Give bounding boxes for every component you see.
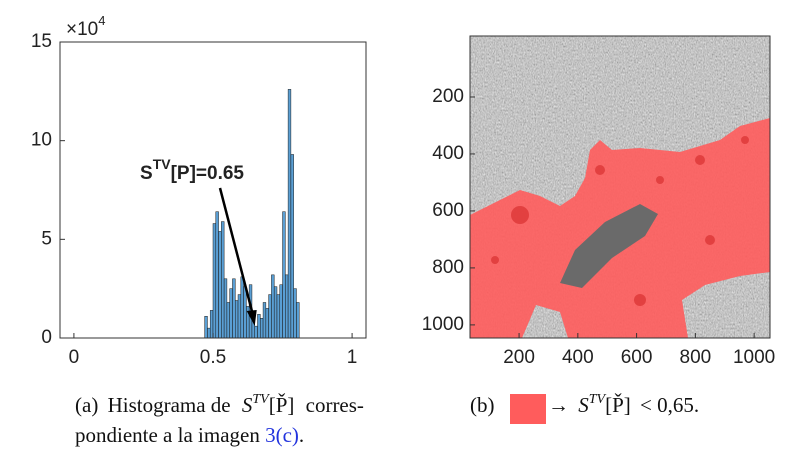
y-tick-label: 200 [432, 86, 464, 107]
exponent-base: ×10 [66, 19, 98, 40]
caption-text: pondiente a la imagen [75, 423, 260, 447]
bar [229, 288, 233, 339]
bar [257, 314, 261, 339]
bar [226, 302, 230, 339]
bar [260, 318, 264, 339]
caption-text: corres- [306, 393, 364, 417]
image [470, 36, 770, 338]
bar [232, 278, 236, 339]
x-tick-label: 1000 [733, 347, 775, 368]
bar [271, 274, 275, 339]
axis-exponent: ×104 [66, 13, 105, 40]
caption-ref[interactable]: 3(c) [265, 423, 299, 447]
axes-box [469, 35, 771, 339]
overlay-texture [741, 136, 749, 144]
x-tick-label: 400 [562, 347, 594, 368]
y-tick-label: 0 [41, 327, 52, 348]
bar [223, 278, 228, 339]
bar [254, 325, 258, 339]
overlay-texture [634, 294, 646, 306]
overlay-texture [511, 206, 529, 224]
caption-sup: TV [252, 392, 270, 407]
caption-b-label: (b) [470, 393, 495, 417]
bar [285, 274, 289, 339]
x-tick-label: 0.5 [200, 347, 226, 368]
caption-math: S [578, 393, 589, 417]
y-tick-label: 400 [432, 143, 464, 164]
y-tick-label: 600 [432, 200, 464, 221]
caption-sup: TV [589, 392, 607, 407]
bar [268, 294, 272, 339]
x-tick-label: 0 [69, 347, 80, 368]
caption-math: [P̌] [605, 393, 631, 417]
y-tick-label: 800 [432, 257, 464, 278]
x-tick-label: 600 [621, 347, 653, 368]
bar [282, 211, 286, 339]
bar [212, 223, 217, 339]
annotation: STV[P]=0.65 [140, 156, 244, 184]
caption-a-line1: (a) Histograma de STV[P̌] corres- [75, 392, 364, 417]
overlay-texture [656, 176, 664, 184]
caption-text: . [299, 423, 304, 447]
exponent-power: 4 [98, 13, 105, 28]
arrow-head [246, 310, 257, 326]
bar [279, 284, 283, 339]
bar [287, 89, 292, 339]
caption-label: (a) [75, 393, 98, 417]
annotation-rest: [P]=0.65 [171, 163, 245, 184]
caption-text: < 0,65. [640, 393, 699, 417]
annotation-arrow [218, 187, 255, 319]
overlay-texture [595, 165, 605, 175]
bar [207, 327, 211, 339]
y-tick-label: 5 [41, 228, 52, 249]
bar [290, 154, 294, 339]
bar [221, 221, 225, 339]
overlay-texture [695, 155, 705, 165]
y-tick-label: 10 [31, 130, 52, 151]
legend-swatch [510, 394, 546, 424]
bar [265, 308, 269, 339]
bar [293, 288, 297, 339]
bar [262, 302, 267, 339]
y-tick-label: 15 [31, 31, 52, 52]
bar [243, 286, 247, 339]
overlay-texture [705, 235, 715, 245]
image-axes: 200 400 600 800 1000 200 400 600 800 1000 [422, 35, 775, 368]
caption-a-line2: pondiente a la imagen 3(c). [75, 423, 304, 447]
bar [276, 294, 281, 339]
bar [235, 300, 239, 339]
bar [215, 211, 219, 339]
x-tick-label: 200 [503, 347, 535, 368]
bar [296, 302, 300, 339]
y-tick-label: 1000 [422, 314, 464, 335]
x-tick-label: 800 [680, 347, 712, 368]
annotation-main: S [140, 163, 153, 184]
caption-math: S [242, 393, 253, 417]
caption-b: → STV[P̌] < 0,65. [548, 392, 699, 417]
bar [273, 286, 278, 339]
caption-math: [P̌] [269, 393, 295, 417]
bar [204, 316, 208, 339]
histogram-axes: 0 5 10 15 0 0.5 1 ×104 STV[P]=0.65 [31, 13, 367, 368]
image-island [560, 204, 658, 288]
bar [237, 294, 242, 339]
caption-arrow: → [548, 393, 569, 417]
overlay-texture [491, 256, 499, 264]
caption-text: Histograma de [108, 393, 231, 417]
bar [240, 276, 244, 339]
bar [218, 231, 222, 339]
x-tick-label: 1 [347, 347, 358, 368]
annotation-sup: TV [153, 156, 172, 172]
